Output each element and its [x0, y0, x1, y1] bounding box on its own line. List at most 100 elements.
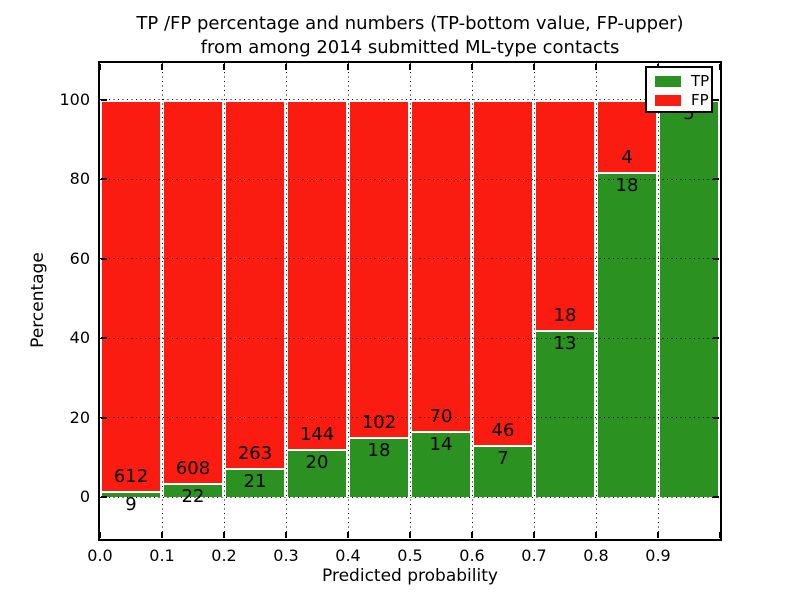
x-tick-mark [533, 64, 535, 70]
fp-count-label: 18 [553, 305, 577, 327]
x-tick-mark [347, 532, 349, 538]
tp-count-label: 18 [615, 174, 639, 196]
chart-title-line1: TP /FP percentage and numbers (TP-bottom… [136, 13, 684, 34]
fp-legend-label: FP [691, 91, 709, 109]
x-tick-label: 0.9 [645, 546, 671, 565]
y-axis-label: Percentage [28, 252, 48, 348]
bar-segment-tp [100, 491, 162, 497]
x-tick-mark [719, 532, 721, 538]
tp-count-label: 21 [243, 470, 267, 492]
y-tick-mark [713, 98, 719, 101]
tp-legend-swatch [655, 76, 681, 87]
y-tick-mark [713, 178, 719, 180]
tp-count-label: 9 [125, 494, 137, 516]
y-tick-mark [101, 337, 107, 339]
chart-title: TP /FP percentage and numbers (TP-bottom… [10, 12, 800, 60]
gridline-vertical [409, 63, 411, 539]
y-tick-mark [101, 416, 107, 419]
x-tick-mark [471, 64, 473, 70]
bar-segment-tp [596, 171, 658, 497]
tp-count-label: 14 [429, 433, 453, 455]
fp-count-label: 102 [361, 412, 397, 434]
gridline-vertical [161, 63, 163, 539]
bar-segment-tp [348, 437, 410, 497]
y-tick-mark [101, 98, 107, 101]
y-tick-mark [101, 178, 107, 180]
gridline-vertical [533, 63, 535, 539]
bar-segment-fp [224, 99, 286, 468]
y-tick-mark [101, 257, 107, 260]
x-tick-label: 0.4 [335, 546, 361, 565]
y-tick-label: 0 [79, 487, 90, 506]
x-tick-mark [223, 532, 225, 538]
bar-segment-tp [162, 483, 224, 497]
x-axis-label: Predicted probability [322, 566, 498, 586]
bar-segment-tp [410, 430, 472, 497]
legend: TP FP [645, 66, 713, 113]
bar-segment-fp [348, 99, 410, 438]
gridline-vertical [471, 63, 473, 539]
gridline-vertical [347, 63, 349, 539]
tp-count-label: 20 [305, 451, 329, 473]
gridline-vertical [657, 63, 659, 539]
gridline-vertical [223, 63, 225, 539]
x-tick-mark [595, 64, 597, 70]
fp-count-label: 144 [299, 423, 335, 445]
x-tick-mark [657, 532, 659, 538]
y-tick-label: 60 [69, 248, 90, 268]
tp-count-label: 13 [553, 333, 577, 355]
tp-count-label: 18 [367, 440, 391, 462]
bar-segment-tp [224, 467, 286, 497]
x-tick-label: 0.3 [273, 546, 299, 565]
y-tick-mark [713, 337, 719, 339]
x-tick-label: 0.2 [211, 546, 237, 565]
x-tick-mark [409, 532, 411, 538]
y-tick-mark [713, 257, 719, 260]
bar-segment-fp [410, 99, 472, 431]
x-tick-mark [161, 532, 163, 538]
bar-segment-fp [100, 99, 162, 492]
x-tick-mark [719, 64, 721, 70]
gridline-vertical [595, 63, 597, 539]
x-tick-mark [471, 532, 473, 538]
x-tick-mark [99, 532, 101, 538]
y-tick-mark [713, 416, 719, 419]
tp-count-label: 7 [497, 447, 509, 469]
x-tick-mark [285, 64, 287, 70]
fp-count-label: 46 [491, 419, 515, 441]
fp-legend-swatch [655, 95, 681, 106]
bar-segment-fp [472, 99, 534, 445]
fp-count-label: 4 [621, 146, 633, 168]
x-tick-label: 0.1 [149, 546, 175, 565]
fp-count-label: 608 [175, 458, 211, 480]
x-tick-mark [285, 532, 287, 538]
bar-segment-tp [658, 99, 720, 497]
x-tick-mark [223, 64, 225, 70]
bar-segment-tp [534, 330, 596, 497]
tp-count-label: 22 [181, 486, 205, 508]
bar-segment-fp [534, 99, 596, 331]
tp-count-label: 5 [683, 102, 695, 124]
y-tick-mark [101, 496, 107, 498]
x-tick-mark [533, 532, 535, 538]
bar-segment-tp [472, 444, 534, 497]
y-tick-label: 20 [69, 407, 90, 427]
chart-title-line2: from among 2014 submitted ML-type contac… [200, 37, 620, 58]
bar-segment-fp [286, 99, 348, 449]
bar-segment-tp [286, 448, 348, 497]
x-tick-label: 0.7 [521, 546, 547, 565]
x-tick-label: 0.0 [87, 546, 113, 565]
x-tick-label: 0.8 [583, 546, 609, 565]
fp-count-label: 263 [237, 442, 273, 464]
x-tick-label: 0.6 [459, 546, 485, 565]
x-tick-mark [595, 532, 597, 538]
x-tick-mark [409, 64, 411, 70]
x-tick-mark [161, 64, 163, 70]
y-tick-label: 80 [69, 169, 90, 188]
bar-segment-fp [162, 99, 224, 484]
gridline-vertical [285, 63, 287, 539]
x-tick-mark [99, 64, 101, 70]
x-tick-mark [347, 64, 349, 70]
x-tick-label: 0.5 [397, 546, 423, 565]
